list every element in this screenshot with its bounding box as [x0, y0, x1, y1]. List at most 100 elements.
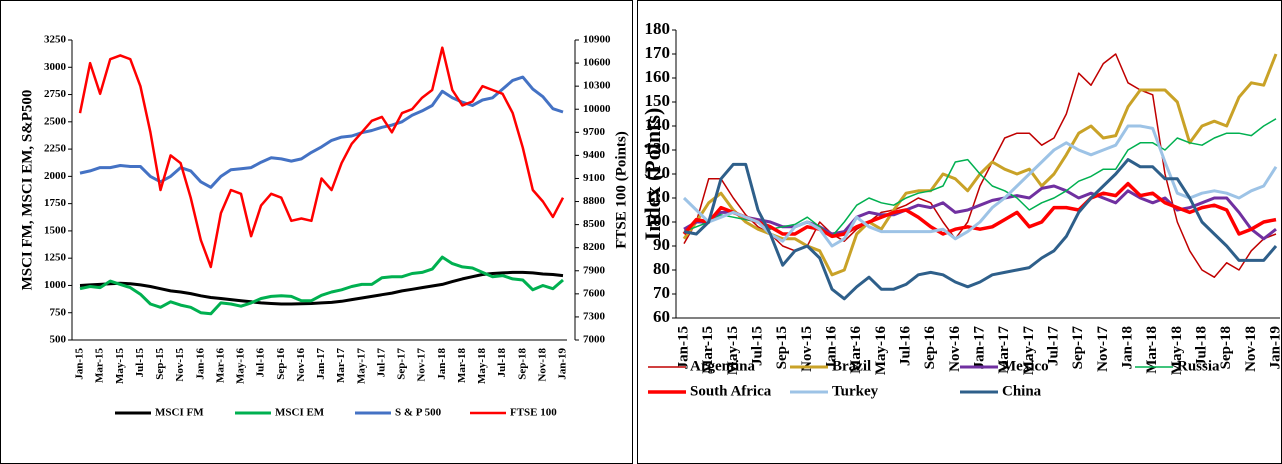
y2-tick-label: 7900	[583, 264, 606, 276]
y-tick-label: 1500	[44, 224, 67, 236]
x-tick-label: Mar-17	[996, 326, 1012, 374]
x-tick-label: Sep-18	[1218, 326, 1234, 369]
legend-label: MSCI EM	[275, 407, 325, 419]
y-tick-label: 150	[645, 91, 671, 110]
legend-label: Argentina	[690, 358, 755, 374]
legend-label: Mexico	[1002, 358, 1049, 374]
y-tick-label: 3250	[44, 34, 67, 46]
x-tick-label: May-15	[725, 326, 741, 375]
x-tick-label: Mar-16	[214, 348, 226, 384]
x-tick-label: May-15	[114, 348, 126, 385]
y-tick-label: 110	[645, 187, 670, 206]
x-tick-label: Mar-17	[335, 348, 347, 384]
y2-tick-label: 9400	[583, 149, 606, 161]
y-tick-label: 500	[50, 334, 67, 346]
series-line	[79, 75, 564, 189]
x-tick-label: Sep-17	[396, 348, 408, 380]
x-tick-label: Jan-17	[315, 348, 327, 380]
x-tick-label: Nov-15	[799, 326, 815, 372]
series-line	[683, 118, 1277, 238]
y2-tick-label: 9700	[583, 126, 606, 138]
y2-tick-label: 7300	[583, 310, 606, 322]
x-tick-label: Nov-17	[416, 348, 428, 382]
x-tick-label: Nov-16	[295, 348, 307, 382]
y-tick-label: 100	[645, 211, 671, 230]
x-tick-label: Jul-17	[1045, 326, 1061, 367]
y-tick-label: 70	[653, 283, 670, 302]
series-line	[79, 270, 564, 306]
legend-label: Brazil	[832, 358, 871, 374]
x-tick-label: Nov-15	[174, 348, 186, 382]
legend-label: S & P 500	[395, 407, 442, 419]
y-tick-label: 130	[645, 139, 671, 158]
x-tick-label: Jul-18	[496, 348, 508, 378]
x-tick-label: Jul-17	[375, 348, 387, 378]
legend-label: MSCI FM	[155, 407, 204, 419]
y2-tick-label: 10900	[583, 34, 611, 46]
x-tick-label: Sep-15	[154, 348, 166, 380]
x-tick-label: Jul-16	[255, 348, 267, 378]
x-tick-label: May-17	[1021, 326, 1037, 376]
y-tick-label: 1750	[44, 197, 67, 209]
x-tick-label: Sep-16	[922, 326, 938, 370]
y-tick-label: 1250	[44, 252, 67, 264]
y-axis-title: MSCI FM, MSCI EM, S&P500	[19, 90, 35, 291]
y-tick-label: 120	[645, 163, 671, 182]
y2-tick-label: 8200	[583, 241, 606, 253]
y-tick-label: 2000	[44, 170, 67, 182]
x-tick-label: May-18	[1169, 326, 1185, 375]
y-tick-label: 2500	[44, 115, 67, 127]
y-tick-label: 80	[653, 259, 670, 278]
x-tick-label: May-17	[355, 348, 367, 385]
y-axis-title: Index (Points)	[640, 108, 665, 241]
y-tick-label: 2750	[44, 88, 67, 100]
y-tick-label: 180	[645, 19, 671, 38]
x-tick-label: May-18	[476, 348, 488, 385]
y-tick-label: 170	[645, 43, 671, 62]
x-tick-label: Sep-16	[275, 348, 287, 380]
series-line	[79, 255, 564, 316]
y2-tick-label: 10600	[583, 57, 611, 69]
y2-axis-title: FTSE 100 (Points)	[613, 131, 629, 249]
x-tick-label: Jul-15	[749, 326, 765, 366]
left-panel-border	[0, 0, 633, 464]
legend-label: FTSE 100	[510, 407, 557, 419]
series-line	[682, 181, 1277, 239]
x-tick-label: Nov-18	[1243, 326, 1259, 372]
x-tick-label: Jan-17	[971, 326, 987, 370]
x-tick-label: Jan-18	[1119, 326, 1135, 369]
series-line	[683, 53, 1277, 278]
legend-label: Russia	[1177, 358, 1220, 374]
y2-tick-label: 8500	[583, 218, 606, 230]
x-tick-label: Mar-15	[700, 326, 716, 374]
y-tick-label: 140	[645, 115, 671, 134]
y2-tick-label: 9100	[583, 172, 606, 184]
legend-label: South Africa	[690, 383, 772, 399]
y2-tick-label: 10000	[583, 103, 611, 115]
x-tick-label: Nov-16	[947, 326, 963, 372]
x-tick-label: Jan-15	[675, 326, 691, 369]
x-tick-label: Sep-17	[1070, 326, 1086, 370]
y2-tick-label: 10300	[583, 80, 611, 92]
y-tick-label: 160	[645, 67, 671, 86]
x-tick-label: Jan-18	[436, 348, 448, 380]
x-tick-label: Jul-18	[1193, 326, 1209, 366]
legend-label: Turkey	[832, 383, 879, 399]
x-tick-label: Mar-18	[1144, 326, 1160, 374]
x-tick-label: Jan-15	[74, 348, 86, 380]
x-tick-label: Nov-18	[536, 348, 548, 382]
y-tick-label: 1000	[44, 279, 67, 291]
x-tick-label: Sep-15	[774, 326, 790, 369]
x-tick-label: Jul-15	[134, 348, 146, 378]
x-tick-label: Jan-19	[1267, 326, 1282, 369]
series-line	[78, 46, 565, 269]
x-tick-label: Jul-16	[897, 326, 913, 367]
x-tick-label: Jan-19	[557, 348, 569, 380]
x-tick-label: Jan-16	[194, 348, 206, 380]
x-tick-label: Jan-16	[823, 326, 839, 370]
series-line	[683, 158, 1278, 301]
x-tick-label: Nov-17	[1095, 326, 1111, 372]
x-tick-label: May-16	[873, 326, 889, 376]
legend-label: China	[1002, 383, 1042, 399]
